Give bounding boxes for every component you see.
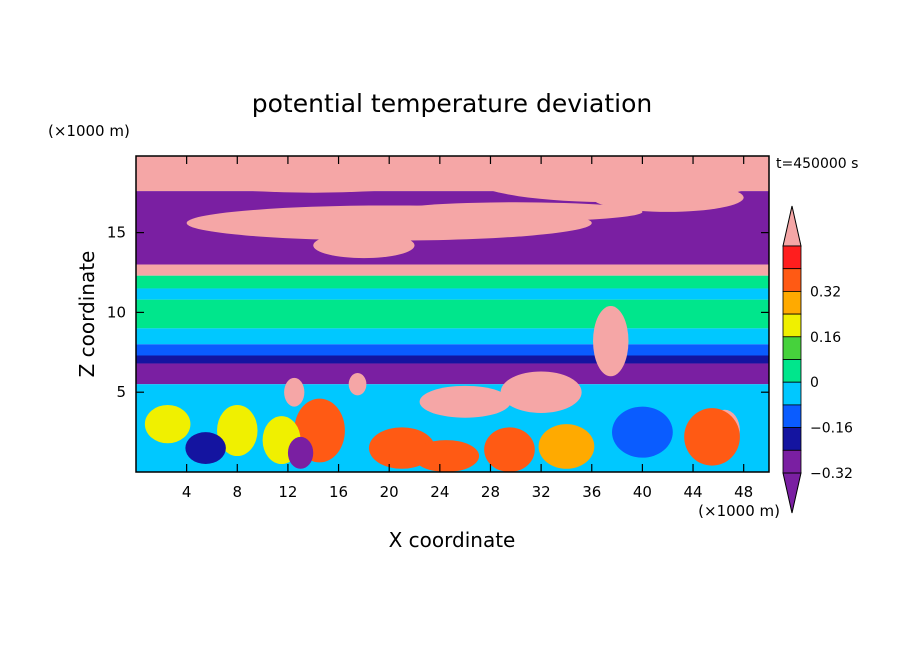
colorbar-tick-label: 0.16 (810, 330, 841, 346)
colorbar-swatch (782, 381, 802, 406)
x-tick-label: 32 (532, 483, 551, 501)
x-tick-label: 4 (182, 483, 192, 501)
x-tick-label: 36 (582, 483, 601, 501)
y-tick-label: 5 (116, 383, 126, 401)
time-label: t=450000 s (776, 156, 858, 172)
colorbar-swatch (782, 449, 802, 474)
x-axis-title: X coordinate (389, 528, 516, 552)
x-tick-label: 48 (734, 483, 753, 501)
x-tick-label: 44 (683, 483, 702, 501)
x-tick-label: 16 (329, 483, 348, 501)
field-feature (287, 436, 314, 469)
field-feature (484, 427, 535, 472)
plot-frame (135, 155, 770, 473)
field-band (136, 363, 769, 385)
colorbar-tick-label: 0 (810, 375, 819, 391)
x-tick-label: 8 (233, 483, 243, 501)
colorbar-tick-label: −0.32 (810, 466, 853, 482)
colorbar-swatch (782, 427, 802, 451)
field-band (136, 288, 769, 300)
field-feature (313, 232, 415, 259)
field-feature (500, 371, 582, 413)
y-axis: 5 10 15 (107, 224, 769, 401)
x-tick-label: 20 (380, 483, 399, 501)
x-tick-label: 12 (278, 483, 297, 501)
x-tick-label: 24 (430, 483, 449, 501)
colorbar-swatch (782, 404, 802, 428)
field-feature (389, 202, 643, 222)
field-feature (185, 432, 226, 465)
colorbar-tick-label: −0.16 (810, 421, 853, 437)
field-feature (161, 156, 466, 193)
field-feature (612, 406, 673, 458)
field-feature (419, 385, 511, 418)
plot-field (136, 156, 769, 472)
field-band (136, 275, 769, 289)
colorbar-swatch (782, 336, 802, 360)
field-feature (684, 408, 740, 466)
colorbar-swatch (782, 313, 802, 338)
field-feature (217, 404, 258, 457)
y-tick-label: 10 (107, 303, 126, 321)
field-band (136, 328, 769, 345)
colorbar-swatch (782, 359, 802, 383)
y-tick-label: 15 (107, 224, 126, 242)
field-feature (538, 424, 595, 469)
field-band (136, 264, 769, 276)
colorbar-over-arrow (782, 205, 802, 247)
field-band (136, 299, 769, 329)
x-tick-label: 40 (633, 483, 652, 501)
field-band (136, 355, 769, 364)
colorbar-swatch (782, 268, 802, 292)
colorbar: −0.32 −0.16 0 0.16 0.32 (782, 205, 853, 514)
field-feature (348, 373, 367, 396)
colorbar-under-arrow (782, 472, 802, 514)
field-feature (591, 183, 744, 212)
field-feature (284, 377, 305, 407)
field-feature (593, 306, 629, 377)
colorbar-swatch (782, 245, 802, 270)
field-band (136, 344, 769, 356)
colorbar-tick-label: 0.32 (810, 284, 841, 300)
field-feature (413, 440, 480, 472)
x-unit-label: (×1000 m) (698, 502, 780, 520)
y-axis-title: Z coordinate (75, 251, 99, 378)
x-axis: 4 8 12 16 20 24 28 32 36 40 44 48 (182, 156, 753, 501)
x-tick-label: 28 (481, 483, 500, 501)
field-feature (144, 404, 191, 444)
colorbar-swatch (782, 290, 802, 315)
chart-title: potential temperature deviation (252, 89, 652, 118)
y-unit-label: (×1000 m) (48, 122, 130, 140)
